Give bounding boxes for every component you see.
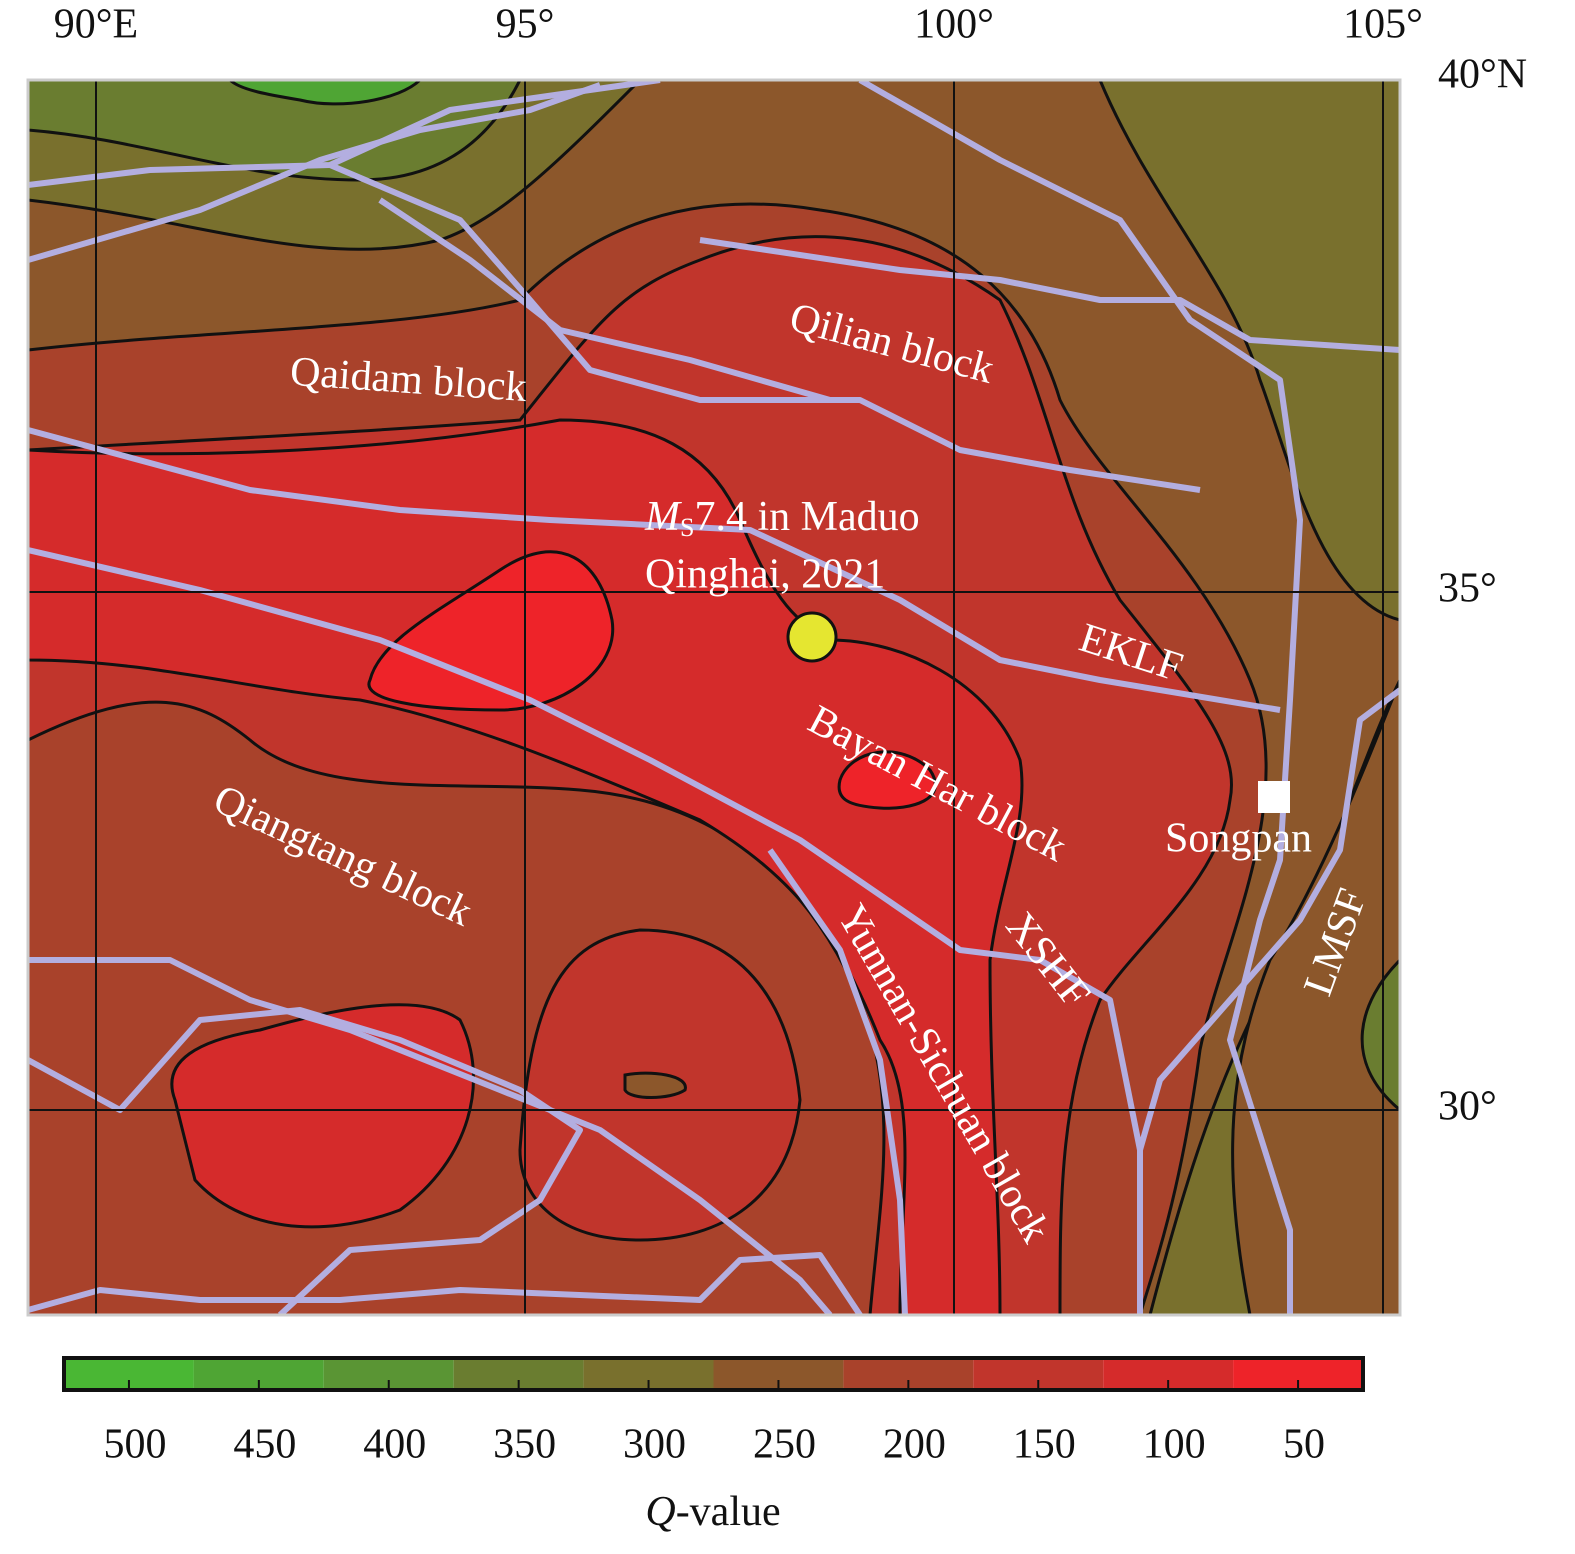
lon-tick-label: 100° xyxy=(914,2,994,48)
contour-fill xyxy=(227,80,423,106)
contour-fill xyxy=(367,550,937,810)
earthquake-epicenter xyxy=(786,611,838,663)
colorbar-tick-label: 300 xyxy=(623,1422,686,1468)
colorbar-tick-label: 500 xyxy=(103,1422,166,1468)
colorbar-label: Q-value xyxy=(645,1489,780,1535)
contour-fill xyxy=(623,1071,687,1099)
lon-tick-label: 90°E xyxy=(54,2,138,48)
fault-line xyxy=(767,848,908,1315)
fault-line xyxy=(858,80,1303,1315)
colorbar-tick-label: 400 xyxy=(363,1422,426,1468)
city-label: Songpan xyxy=(1165,816,1312,862)
fault-line xyxy=(378,197,831,403)
colorbar-tick-label: 250 xyxy=(753,1422,816,1468)
colorbar-tick-label: 50 xyxy=(1283,1422,1325,1468)
lon-tick-label: 95° xyxy=(496,2,555,48)
fault-line xyxy=(328,162,1201,493)
fault-line xyxy=(28,957,833,1315)
fault-line xyxy=(699,237,1400,353)
fault-line xyxy=(28,1007,583,1315)
colorbar-tick-label: 150 xyxy=(1013,1422,1076,1468)
colorbar-tick-label: 450 xyxy=(233,1422,296,1468)
lon-tick-label: 105° xyxy=(1343,2,1423,48)
fault-line xyxy=(28,547,1143,1315)
fault-line xyxy=(28,427,1281,713)
graticule xyxy=(28,80,1400,1315)
contour-fill xyxy=(28,418,1024,1315)
fault-line xyxy=(28,1252,863,1315)
lat-tick-label: 30° xyxy=(1438,1084,1497,1130)
contour-fill xyxy=(170,1003,475,1229)
lat-tick-label: 40°N xyxy=(1438,52,1527,98)
map-frame xyxy=(26,78,1402,1317)
q-contour-map xyxy=(28,80,1400,1315)
colorbar-tick-label: 200 xyxy=(883,1422,946,1468)
contour-fill xyxy=(1231,679,1400,1315)
colorbar-frame xyxy=(62,1356,1365,1392)
lat-tick-label: 35° xyxy=(1438,566,1497,612)
earthquake-label: MS7.4 in Maduo xyxy=(644,494,920,542)
fault-lines xyxy=(28,80,1400,1315)
fault-line xyxy=(28,82,602,263)
earthquake-label: Qinghai, 2021 xyxy=(645,552,885,598)
colorbar-tick-label: 100 xyxy=(1143,1422,1206,1468)
city-marker xyxy=(1258,781,1290,813)
contour-fill xyxy=(28,80,1400,1112)
fault-line xyxy=(1137,687,1400,1151)
colorbar-tick-label: 350 xyxy=(493,1422,556,1468)
contour-fill xyxy=(28,80,1400,1315)
colorbar: 500 450 400 350 300 250 200 150 100 50 xyxy=(62,1356,1365,1468)
